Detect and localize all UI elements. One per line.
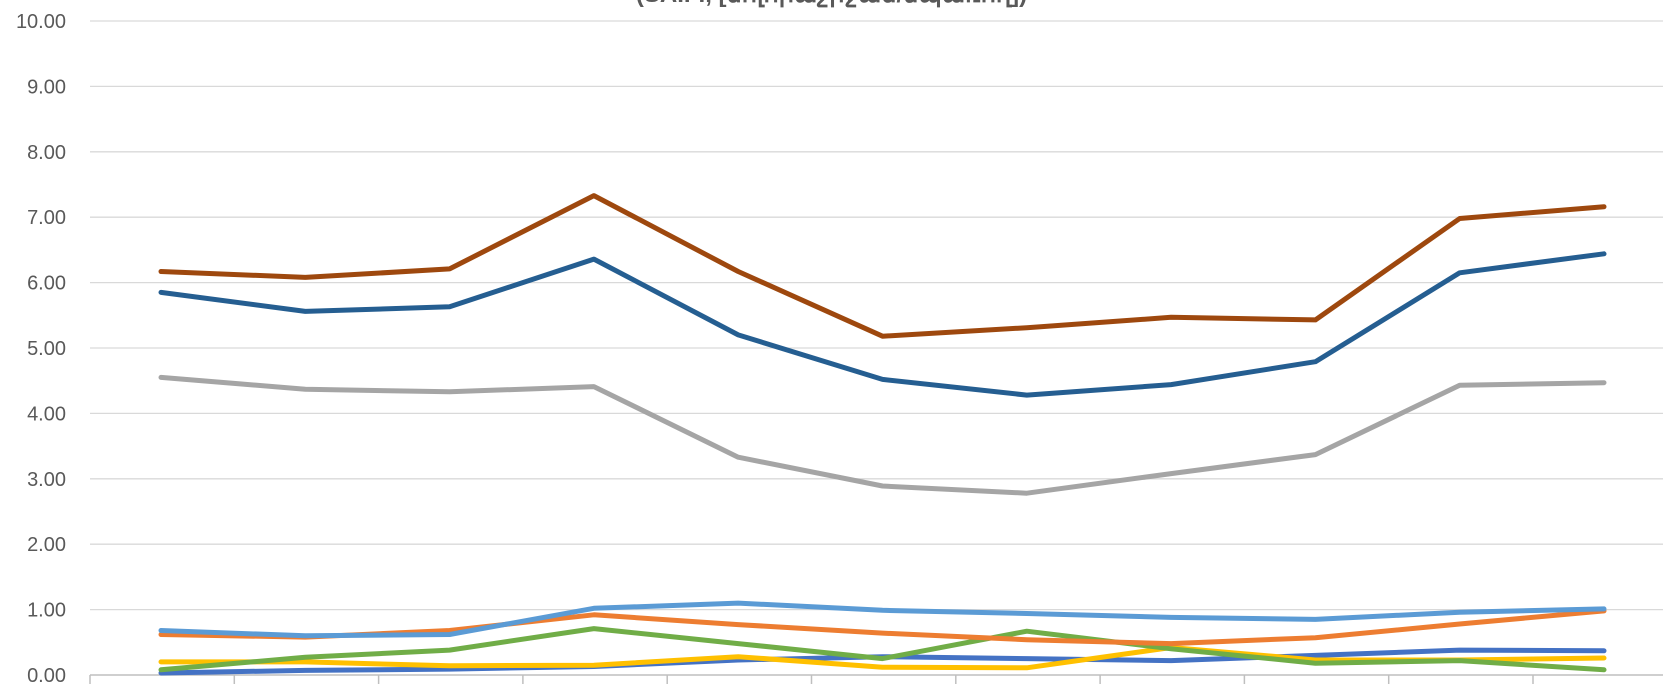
y-axis-tick-labels: 0.00 1.00 2.00 3.00 4.00 5.00 6.00 7.00 8.00 9.00… xyxy=(16,11,66,684)
series-line-2 xyxy=(158,251,1607,398)
y-tick-label: 3.00 xyxy=(27,469,66,491)
series-lines xyxy=(158,193,1607,676)
y-tick-label: 6.00 xyxy=(27,273,66,295)
chart-title: (SAIFI, [մոլորաշրջան/սպառող]) xyxy=(0,0,1663,9)
series-line-4 xyxy=(158,600,1607,639)
series-line-3 xyxy=(158,374,1607,496)
y-tick-label: 1.00 xyxy=(27,600,66,622)
series-line-6 xyxy=(158,626,1607,673)
y-tick-label: 0.00 xyxy=(27,665,66,684)
y-tick-label: 9.00 xyxy=(27,76,66,98)
series-line-1 xyxy=(158,193,1607,339)
y-tick-label: 8.00 xyxy=(27,142,66,164)
y-tick-label: 5.00 xyxy=(27,338,66,360)
y-tick-label: 4.00 xyxy=(27,403,66,425)
x-axis xyxy=(89,674,1663,684)
y-tick-label: 2.00 xyxy=(27,534,66,556)
gridlines xyxy=(90,20,1663,611)
y-tick-label: 7.00 xyxy=(27,207,66,229)
y-tick-label: 10.00 xyxy=(16,11,66,33)
